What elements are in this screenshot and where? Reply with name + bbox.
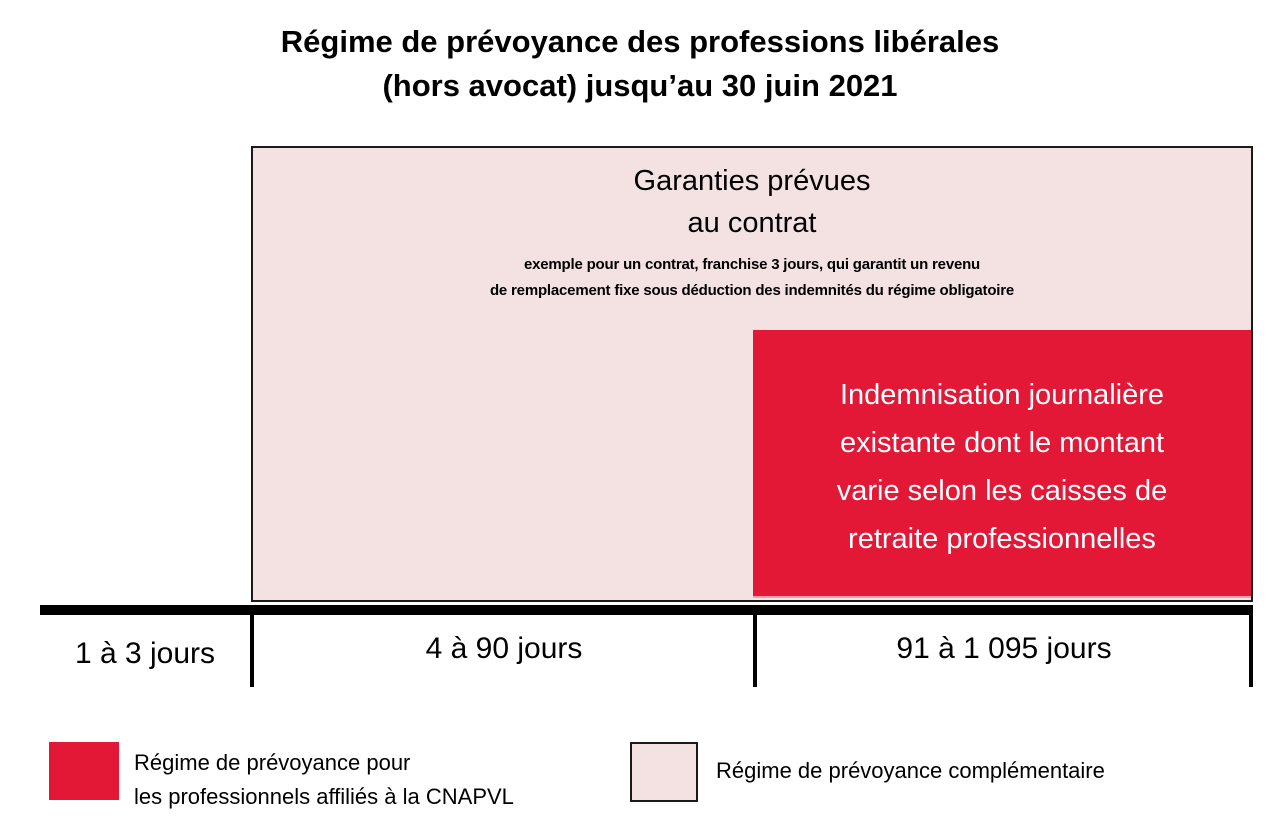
heading-line-1: Garanties prévues	[633, 165, 871, 197]
legend-label-complementary: Régime de prévoyance complémentaire	[716, 758, 1105, 783]
complementary-coverage-example: exemple pour un contrat, franchise 3 jou…	[251, 252, 1253, 304]
period-label-1-3: 1 à 3 jours	[74, 637, 216, 670]
legend-cnapvl-line-1: Régime de prévoyance pour	[134, 750, 411, 775]
timeline-axis	[40, 605, 1253, 615]
example-line-2: de remplacement fixe sous déduction des …	[489, 282, 1015, 299]
diagram-title: Régime de prévoyance des professions lib…	[0, 20, 1280, 108]
complementary-coverage-heading: Garanties prévues au contrat	[251, 160, 1253, 244]
title-line-1: Régime de prévoyance des professions lib…	[280, 24, 1000, 59]
indemnity-line-4: retraite professionnelles	[848, 523, 1156, 555]
cnapvl-indemnity-text: Indemnisation journalière existante dont…	[753, 371, 1251, 563]
legend-cnapvl-line-2: les professionnels affiliés à la CNAPVL	[134, 784, 514, 809]
period-label-91-1095: 91 à 1 095 jours	[896, 632, 1112, 665]
heading-line-2: au contrat	[687, 207, 817, 239]
timeline-tick	[1249, 610, 1253, 687]
timeline-tick	[250, 610, 254, 687]
indemnity-line-2: existante dont le montant	[839, 427, 1165, 459]
indemnity-line-3: varie selon les caisses de	[836, 475, 1168, 507]
legend-label-cnapvl: Régime de prévoyance pour les profession…	[134, 746, 514, 814]
indemnity-line-1: Indemnisation journalière	[839, 379, 1165, 411]
timeline-tick	[753, 610, 757, 687]
example-line-1: exemple pour un contrat, franchise 3 jou…	[523, 256, 981, 273]
period-label-4-90: 4 à 90 jours	[425, 632, 583, 665]
title-line-2: (hors avocat) jusqu’au 30 juin 2021	[382, 68, 898, 103]
cnapvl-indemnity-box	[753, 330, 1251, 598]
legend-swatch-complementary	[630, 742, 698, 802]
legend-swatch-cnapvl	[49, 742, 119, 800]
